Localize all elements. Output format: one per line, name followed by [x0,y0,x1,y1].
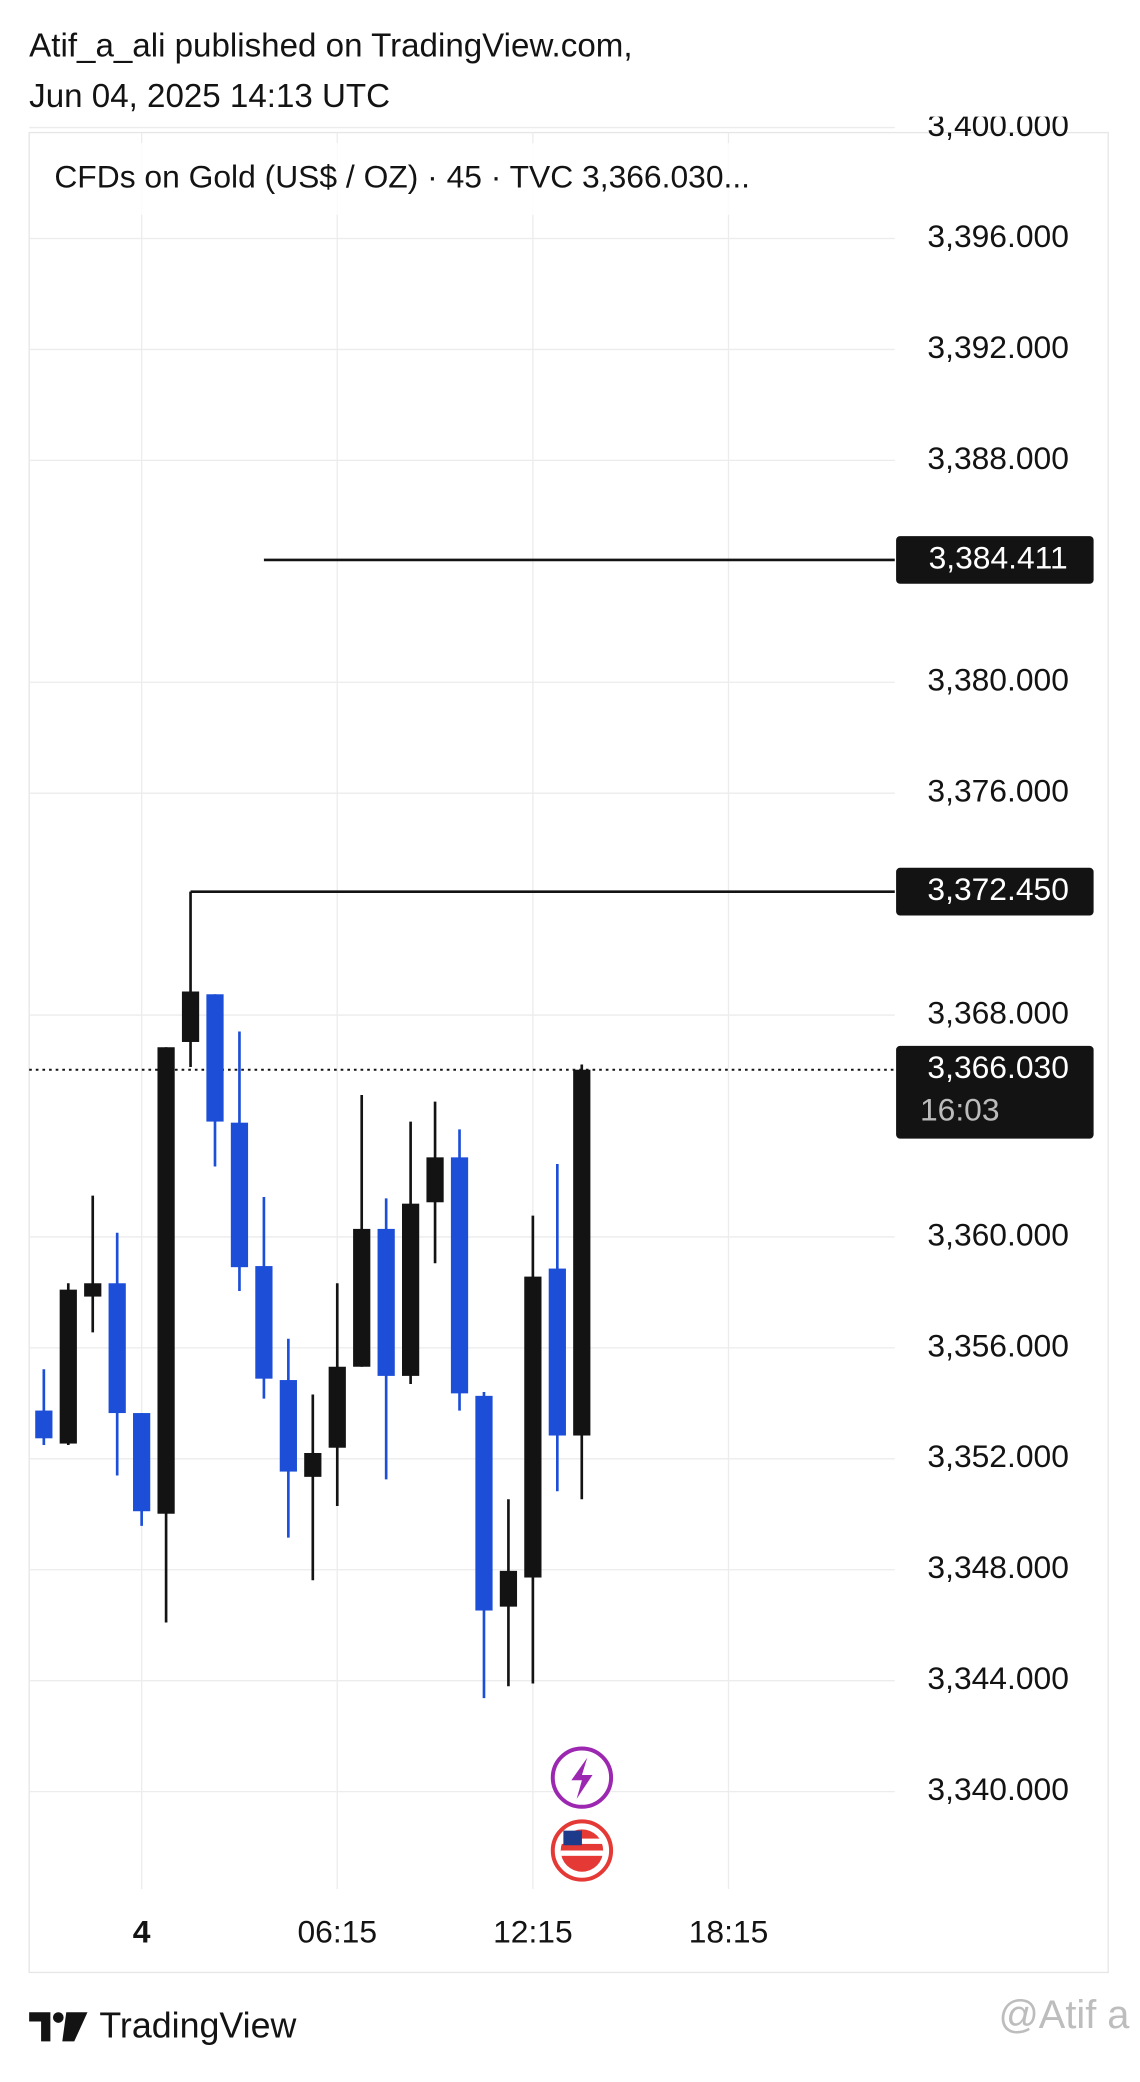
candle-body [524,1276,542,1578]
candle-body [157,1047,175,1514]
flag-canton [563,1830,582,1846]
candle-body [304,1452,322,1477]
y-tick-label: 3,360.000 [927,1216,1068,1252]
y-tick-label: 3,400.000 [927,107,1068,143]
candle-body [573,1069,591,1436]
candle-body [401,1203,420,1376]
brand-logo [29,2012,88,2042]
candle-body [499,1570,518,1607]
x-tick-label: 12:15 [493,1913,573,1949]
countdown: 16:03 [920,1092,1000,1128]
candle-body [206,994,224,1122]
logo-part [53,2012,64,2023]
event-icons [550,1746,614,1882]
price-axis: 3,340.000 3,344.000 3,348.000 3,352.000 3,35… [927,107,1068,1807]
candle-body [35,1410,53,1439]
legend-bg [39,143,836,215]
candle-body [84,1283,102,1297]
watermark: @Atif a [998,1993,1130,2037]
candle-body [377,1228,395,1376]
brand-name: TradingView [99,2006,296,2046]
x-tick-label: 06:15 [297,1913,377,1949]
y-tick-label: 3,396.000 [927,218,1068,254]
flag-stripe [560,1850,604,1856]
candle-body [108,1283,126,1414]
candle-body [475,1395,493,1611]
last-price-label: 3,366.030 [927,1049,1068,1085]
y-tick-label: 3,344.000 [927,1660,1068,1696]
chart-title: CFDs on Gold (US$ / OZ) · 45 · TVC 3,366… [54,158,750,194]
hline-label: 3,384.411 [929,539,1068,575]
candle-body [353,1228,371,1367]
hline-label-box [896,536,1094,584]
chart-frame [28,131,1109,1974]
publish-date: Jun 04, 2025 14:13 UTC [29,78,390,115]
x-tick-label: 18:15 [689,1913,769,1949]
candle-body [230,1122,249,1268]
candle-body [328,1366,346,1448]
logo-part [29,2012,51,2042]
last-price-box [896,1045,1094,1139]
candle-body [450,1157,469,1394]
y-tick-label: 3,340.000 [927,1771,1068,1807]
candle-body [548,1268,566,1436]
y-tick-label: 3,368.000 [927,994,1068,1030]
y-tick-label: 3,392.000 [927,329,1068,365]
hline-label-box [896,867,1094,916]
y-tick-label: 3,388.000 [927,440,1068,476]
x-tick-label: 4 [133,1913,151,1949]
candle-body [181,991,200,1042]
candle-body [133,1413,151,1512]
price-labels: 3,384.411 3,372.450 3,366.030 16:03 [896,536,1094,1139]
y-tick-label: 3,348.000 [927,1549,1068,1585]
grid: 4 06:15 12:15 18:15 [29,126,895,1949]
y-tick-label: 3,376.000 [927,773,1068,809]
publisher: Atif_a_ali published on TradingView.com, [29,27,632,64]
candle-body [59,1289,77,1444]
candle-body [279,1380,297,1472]
lightning-icon [571,1757,593,1799]
logo-part [62,2012,88,2042]
y-tick-label: 3,380.000 [927,662,1068,698]
plot [29,558,895,1699]
candle-body [255,1266,273,1379]
y-tick-label: 3,352.000 [927,1438,1068,1474]
y-tick-label: 3,356.000 [927,1327,1068,1363]
candle-body [426,1157,444,1203]
hline-label: 3,372.450 [927,871,1068,907]
